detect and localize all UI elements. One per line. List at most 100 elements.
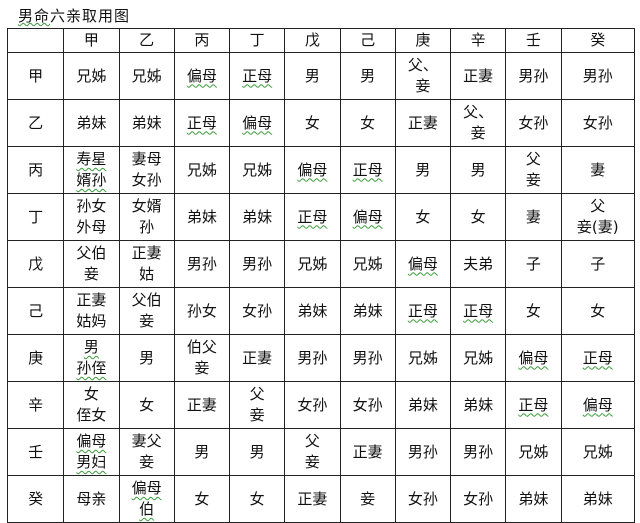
table-cell: 正母 [339, 146, 396, 194]
cell-text: 子 [590, 254, 606, 273]
table-cell: 女 [229, 475, 286, 523]
table-cell: 兄姊 [173, 146, 231, 194]
cell-text: 偏母 伯 [131, 479, 162, 518]
cell-text: 弟妹 [518, 489, 549, 508]
table-cell: 弟妹 [450, 381, 507, 429]
cell-text: 女孙 [407, 489, 438, 508]
table-cell: 女孙 [505, 99, 562, 147]
table-cell: 女 [284, 99, 341, 147]
column-header: 己 [339, 28, 396, 53]
cell-text: 女 [590, 301, 606, 320]
cell-text: 男孙 [242, 254, 273, 273]
table-cell: 弟妹 [560, 475, 636, 523]
table-cell: 女 [505, 287, 562, 335]
table-cell: 兄姊 [505, 428, 562, 476]
table-cell: 兄姊 [450, 334, 507, 382]
cell-text: 妻 [590, 160, 606, 179]
table-cell: 女 [560, 287, 636, 335]
row-header: 壬 [6, 428, 65, 476]
table-cell: 女 [339, 99, 396, 147]
cell-text: 弟妹 [463, 395, 494, 414]
header-row: 甲乙丙丁戊己庚辛壬癸 [6, 28, 636, 53]
table-row: 庚男 孙侄 男 伯父 妾 正妻 男孙 男孙 兄姊 兄姊 偏母 正母 [6, 334, 636, 382]
table-cell: 弟妹 [339, 287, 396, 335]
cell-text: 伯父 妾 [186, 338, 217, 377]
table-cell: 弟妹 [173, 193, 231, 241]
column-header: 乙 [118, 28, 175, 53]
cell-text: 父、 妾 [407, 56, 438, 95]
cell-text: 兄姊 [186, 160, 217, 179]
six-relatives-table: 甲乙丙丁戊己庚辛壬癸 甲兄姊 兄姊 偏母 正母男男父、 妾正妻 男孙 男孙乙弟妹 弟妹 正母偏… [6, 28, 636, 523]
cell-text: 母亲 [76, 489, 107, 508]
table-cell: 正母 [450, 287, 507, 335]
column-header: 辛 [450, 28, 507, 53]
table-cell: 父、 妾 [450, 99, 507, 147]
table-cell: 妻父 妾 [118, 428, 175, 476]
cell-text: 父伯 妾 [131, 291, 162, 330]
cell-text: 偏母 [186, 66, 217, 85]
cell-text: 偏母 [582, 395, 613, 414]
table-cell: 偏母 伯 [118, 475, 175, 523]
table-cell: 妾 [339, 475, 396, 523]
table-cell: 父 妾 [229, 381, 286, 429]
cell-text: 偏母 男妇 [76, 432, 107, 471]
table-row: 丁孙女 外母 女婿 孙 弟妹 弟妹 正母 偏母 女 女 妻 父 妾(妻) [6, 193, 636, 241]
table-cell: 弟妹 [118, 99, 175, 147]
column-header: 癸 [560, 28, 636, 53]
table-cell: 弟妹 [284, 287, 341, 335]
column-header: 甲 [63, 28, 120, 53]
cell-text: 弟妹 [242, 207, 273, 226]
cell-text: 兄姊 [76, 66, 107, 85]
table-cell: 妻 [560, 146, 636, 194]
table-cell: 女 侄女 [63, 381, 120, 429]
table-cell: 正妻 [450, 52, 507, 100]
cell-text: 正妻 姑妈 [76, 291, 107, 330]
cell-text: 女 [194, 489, 210, 508]
cell-text: 女 [360, 113, 376, 132]
table-cell: 女婿 孙 [118, 193, 175, 241]
cell-text: 女孙 [352, 395, 383, 414]
table-row: 己正妻 姑妈 父伯 妾 孙女 女孙 弟妹 弟妹 正母 正母 女 女 [6, 287, 636, 335]
table-row: 戊父伯 妾正妻 姑 男孙 男孙 兄姊 兄姊 偏母 夫弟 子 子 [6, 240, 636, 288]
table-row: 甲兄姊 兄姊 偏母 正母男男父、 妾正妻 男孙 男孙 [6, 52, 636, 100]
table-cell: 子 [560, 240, 636, 288]
cell-text: 男孙 [463, 442, 494, 461]
cell-text: 男 孙侄 [76, 338, 107, 377]
table-cell: 男孙 [284, 334, 341, 382]
title-rest: 六亲取用图 [50, 7, 131, 25]
table-cell: 兄姊 [284, 240, 341, 288]
cell-text: 兄姊 [352, 254, 383, 273]
cell-text: 女 [470, 207, 486, 226]
cell-text: 弟妹 [76, 113, 107, 132]
table-cell: 偏母 [505, 334, 562, 382]
table-cell: 女 [394, 193, 452, 241]
table-cell: 孙女 [173, 287, 231, 335]
cell-text: 正母 [582, 348, 613, 367]
table-cell: 兄姊 [229, 146, 286, 194]
cell-text: 偏母 [407, 254, 438, 273]
cell-text: 孙女 外母 [76, 197, 107, 236]
cell-text: 男 [470, 160, 486, 179]
table-cell: 偏母 [229, 99, 286, 147]
table-cell: 父 妾 [505, 146, 562, 194]
table-cell: 男 [394, 146, 452, 194]
table-cell: 男 孙侄 [63, 334, 120, 382]
table-cell: 兄姊 [339, 240, 396, 288]
cell-text: 正妻 姑 [131, 244, 162, 283]
table-cell: 妻母 女孙 [118, 146, 175, 194]
row-header: 癸 [6, 475, 65, 523]
title-underlined-part: 男命 [18, 7, 51, 25]
cell-text: 寿星 婿孙 [76, 150, 107, 189]
cell-text: 女 [249, 489, 265, 508]
table-cell: 女 [118, 381, 175, 429]
table-cell: 父、 妾 [394, 52, 452, 100]
cell-text: 弟妹 [407, 395, 438, 414]
cell-text: 男孙 [518, 66, 549, 85]
cell-text: 女 [415, 207, 431, 226]
table-cell: 父 妾(妻) [560, 193, 636, 241]
table-cell: 弟妹 [229, 193, 286, 241]
cell-text: 正妻 [297, 489, 328, 508]
cell-text: 弟妹 [582, 489, 613, 508]
cell-text: 孙女 [186, 301, 217, 320]
cell-text: 女 [525, 301, 541, 320]
